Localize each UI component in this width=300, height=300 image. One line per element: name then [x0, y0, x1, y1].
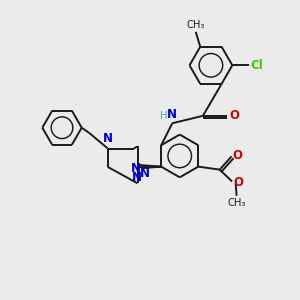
Text: N: N — [140, 167, 150, 180]
Text: H: H — [160, 112, 168, 122]
Text: CH₃: CH₃ — [227, 198, 246, 208]
Text: N: N — [167, 109, 177, 122]
Text: N: N — [103, 132, 113, 145]
Text: CH₃: CH₃ — [187, 20, 205, 30]
Text: N: N — [132, 171, 142, 184]
Text: O: O — [234, 176, 244, 190]
Text: Cl: Cl — [250, 59, 263, 72]
Text: O: O — [229, 109, 239, 122]
Text: N: N — [131, 162, 141, 175]
Text: O: O — [232, 149, 242, 162]
